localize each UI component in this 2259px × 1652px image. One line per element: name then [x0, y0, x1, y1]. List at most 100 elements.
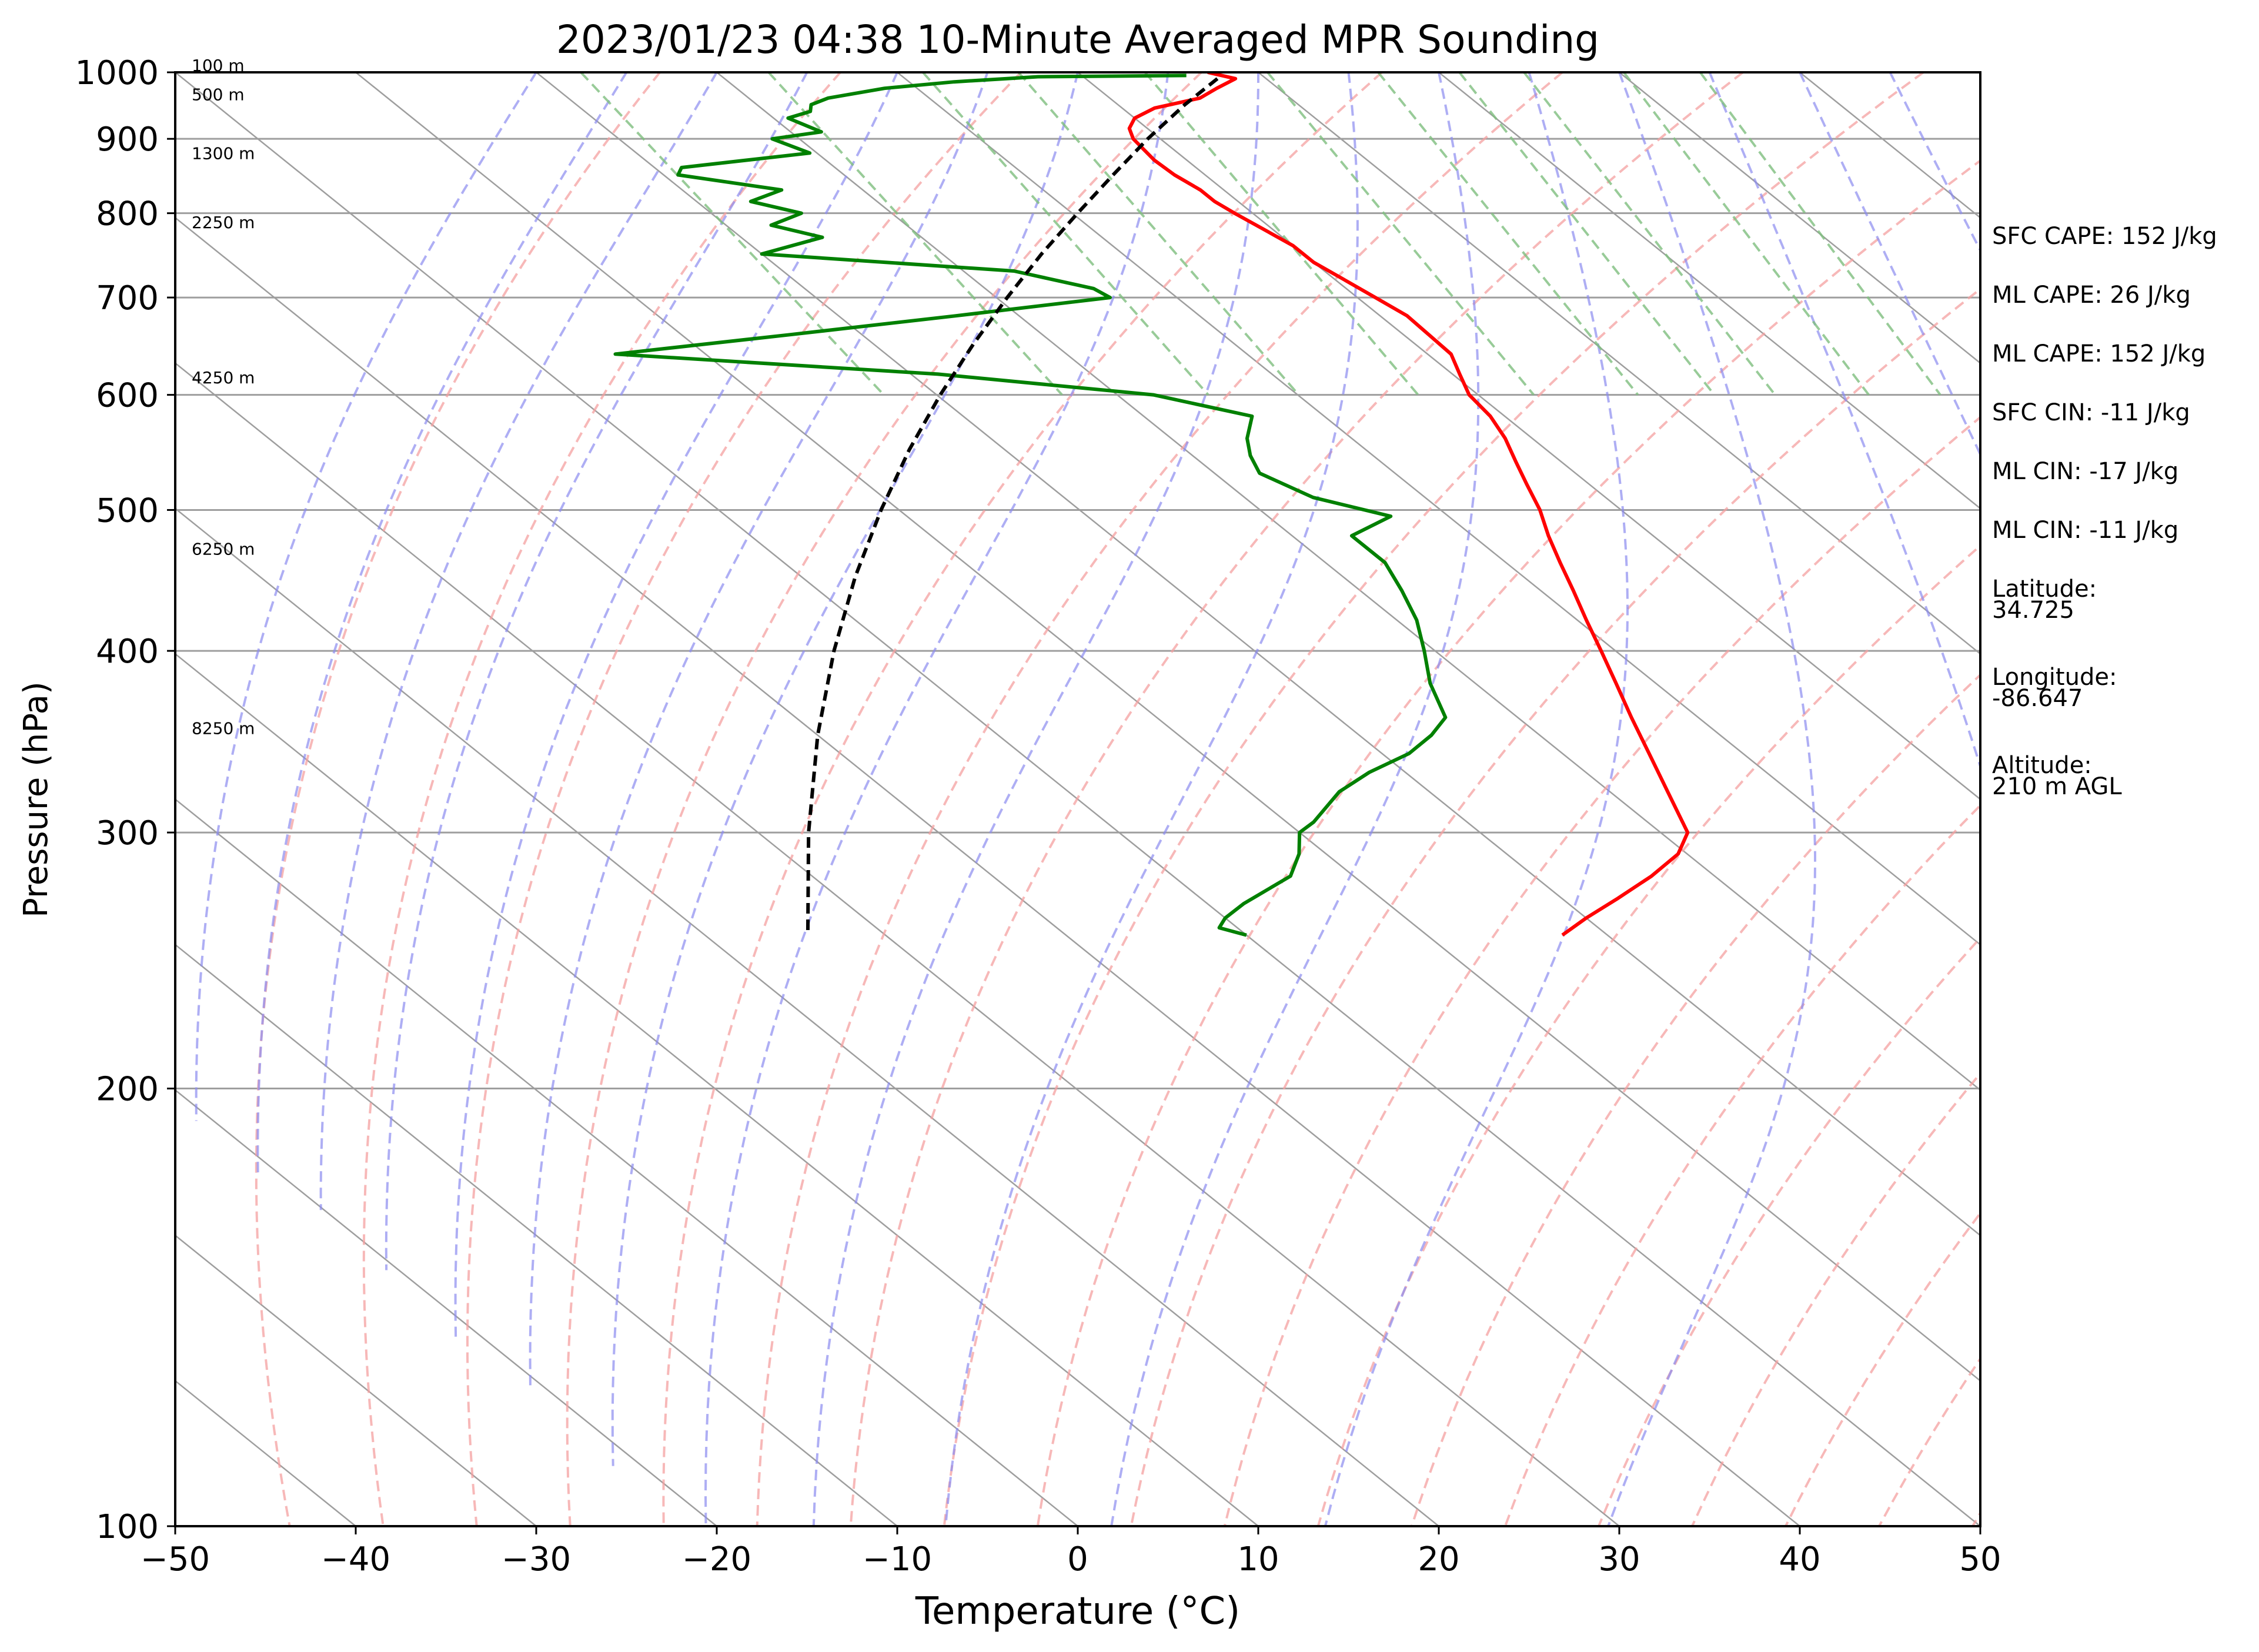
dry-adiabat-line [662, 72, 1383, 1526]
dry-adiabat-line [1316, 544, 1980, 1526]
stats-line: -86.647 [1992, 685, 2083, 712]
mixing-ratio-line [767, 72, 1063, 396]
dry-adiabat-line [255, 72, 661, 1526]
height-label: 100 m [192, 56, 245, 75]
stats-line: 210 m AGL [1992, 773, 2122, 800]
dry-adiabat-line [1504, 804, 1980, 1526]
height-labels: 100 m 500 m 1300 m 2250 m 4250 m 6250 m 8250 m [192, 56, 255, 738]
parcel-profile-line [806, 77, 1219, 935]
mixing-ratio-line [1017, 72, 1300, 396]
dry-adiabat-line [943, 72, 1924, 1526]
mixing-ratio-line [1144, 72, 1419, 396]
background-lines [175, 72, 2259, 1526]
x-tick-label: −40 [321, 1540, 390, 1579]
y-tick-label: 300 [96, 814, 159, 852]
moist-adiabat-line [1110, 72, 1480, 1526]
isotherm-line [175, 798, 1078, 1526]
mixing-ratio-line [1266, 72, 1535, 396]
moist-adiabat-line [195, 72, 537, 1121]
dry-adiabat-line [1223, 416, 1980, 1526]
x-tick-label: −20 [682, 1540, 751, 1579]
isotherm-line [355, 72, 1980, 1382]
stats-line: ML CIN: -11 J/kg [1992, 517, 2178, 544]
x-tick-label: 40 [1779, 1540, 1820, 1579]
dry-adiabat-line [362, 72, 841, 1526]
isotherm-line [716, 72, 1980, 1091]
moist-adiabat-line [812, 72, 1259, 1526]
stats-line: ML CAPE: 152 J/kg [1992, 340, 2205, 367]
height-label: 500 m [192, 85, 245, 104]
stats-panel: SFC CAPE: 152 J/kg ML CAPE: 26 J/kg ML CAP… [1992, 223, 2217, 800]
x-tick-label: −10 [863, 1540, 932, 1579]
isotherm-line [897, 72, 1980, 946]
dry-adiabat-line [1598, 936, 1980, 1526]
x-tick-label: 30 [1598, 1540, 1640, 1579]
stats-line: SFC CAPE: 152 J/kg [1992, 223, 2217, 250]
dry-adiabat-line [756, 72, 1563, 1526]
height-label: 1300 m [192, 144, 255, 163]
height-label: 2250 m [192, 213, 255, 232]
isotherm-line [175, 1234, 537, 1526]
height-label: 4250 m [192, 368, 255, 387]
temperature-profile-line [1127, 72, 1690, 937]
mixing-ratio-line [922, 72, 1209, 396]
x-tick-label: 0 [1067, 1540, 1088, 1579]
dry-adiabat-line [1130, 287, 1980, 1526]
isotherm-line [1619, 72, 1980, 364]
stats-line: 34.725 [1992, 597, 2074, 624]
moist-adiabat-line [454, 72, 898, 1337]
y-tick-label: 100 [96, 1508, 159, 1546]
dewpoint-profile-line [613, 73, 1448, 937]
mixing-ratio-line [580, 72, 885, 396]
x-tick-label: 10 [1237, 1540, 1279, 1579]
x-tick-label: −50 [141, 1540, 210, 1579]
y-axis: 1000 900 800 700 600 500 400 300 200 100 [75, 54, 175, 1546]
stats-line: Longitude: [1992, 664, 2117, 691]
height-label: 6250 m [192, 539, 255, 559]
moist-adiabat-line [611, 72, 1079, 1466]
dry-adiabat-line [566, 72, 1202, 1526]
y-tick-label: 200 [96, 1071, 159, 1109]
dry-adiabat-line [1411, 673, 1980, 1526]
y-tick-label: 700 [96, 279, 159, 317]
dry-adiabat-line [2253, 72, 2259, 1526]
stats-line: Latitude: [1992, 576, 2097, 603]
mixing-ratio-line [1623, 72, 1870, 396]
stats-line: Altitude: [1992, 752, 2092, 779]
moist-adiabat-line [1607, 72, 1816, 1526]
stats-line: SFC CIN: -11 J/kg [1992, 399, 2190, 426]
dry-adiabat-line [1036, 159, 1980, 1526]
dry-adiabat-line [466, 72, 1022, 1526]
stats-line: ML CIN: -17 J/kg [1992, 458, 2178, 485]
moist-adiabat-line [256, 72, 628, 1173]
y-tick-label: 600 [96, 377, 159, 415]
moist-adiabat-line [704, 72, 1169, 1526]
moist-adiabat-line [529, 72, 989, 1386]
isotherm-line [175, 507, 1439, 1526]
moist-adiabat-line [1324, 72, 1629, 1526]
stats-line: ML CAPE: 26 J/kg [1992, 282, 2191, 309]
isotherm-line [175, 362, 1620, 1526]
mixing-ratio-line [1377, 72, 1639, 396]
x-tick-label: 20 [1418, 1540, 1459, 1579]
moist-adiabat-line [385, 72, 808, 1270]
isotherm-line [175, 653, 1259, 1526]
y-axis-label: Pressure (hPa) [17, 681, 55, 918]
isotherm-line [175, 216, 1800, 1526]
dry-adiabat-line [1691, 1071, 1980, 1526]
mixing-ratio-line [1699, 72, 1941, 396]
series-layer [613, 72, 1690, 937]
y-tick-label: 900 [96, 121, 159, 159]
mixing-ratio-line [1458, 72, 1716, 396]
x-axis: −50 −40 −30 −20 −10 0 10 20 30 40 50 [141, 1526, 2001, 1579]
x-tick-label: 50 [1959, 1540, 2001, 1579]
isotherm-line [175, 1089, 717, 1526]
y-tick-label: 400 [96, 633, 159, 671]
x-tick-label: −30 [502, 1540, 571, 1579]
dry-adiabat-line [1785, 1211, 1980, 1526]
isotherm-line [1258, 72, 1980, 655]
isotherm-line [1438, 72, 1980, 510]
mixing-ratio-line [1523, 72, 1776, 396]
y-tick-label: 500 [96, 491, 159, 530]
